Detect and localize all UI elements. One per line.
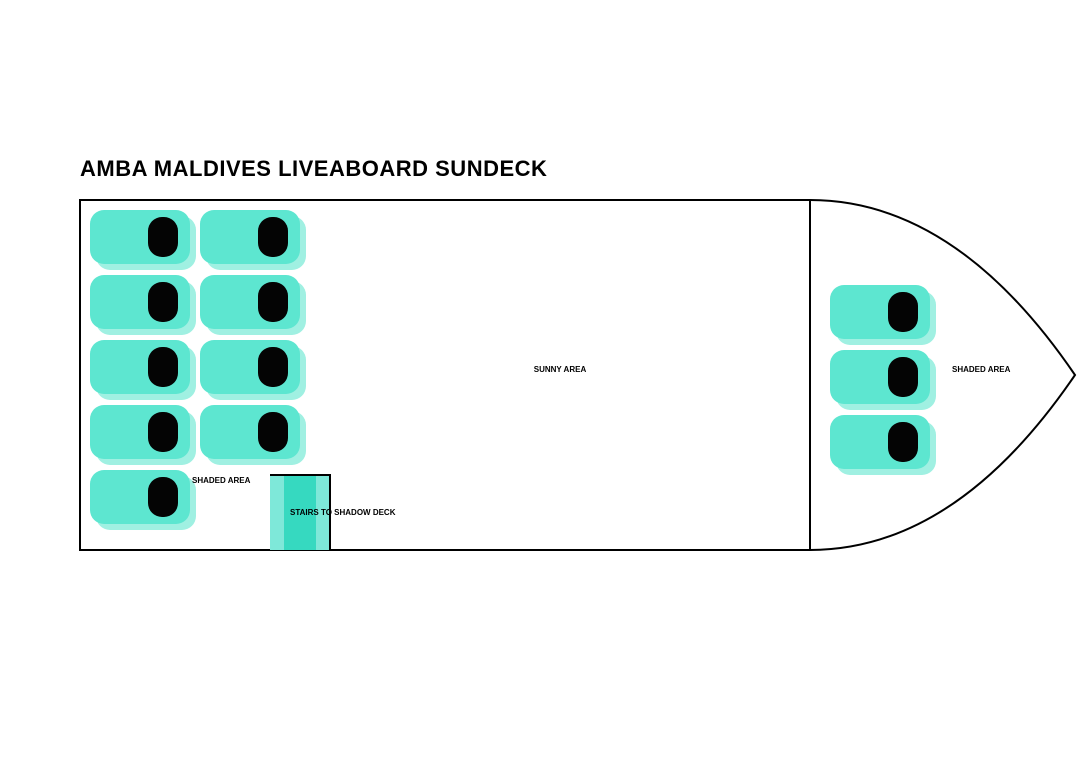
lounger-left-5 bbox=[200, 340, 306, 400]
lounger-left-1 bbox=[200, 210, 306, 270]
label-shaded2: SHADED AREA bbox=[952, 365, 1011, 374]
lounger-left-3 bbox=[200, 275, 306, 335]
lounger-left-8 bbox=[90, 470, 196, 530]
label-stairs: STAIRS TO SHADOW DECK bbox=[290, 508, 396, 517]
lounger-left-4 bbox=[90, 340, 196, 400]
deck-diagram: SUNNY AREA SHADED AREA STAIRS TO SHADOW DE… bbox=[0, 0, 1080, 763]
label-shaded1: SHADED AREA bbox=[192, 476, 251, 485]
lounger-left-6 bbox=[90, 405, 196, 465]
lounger-left-7 bbox=[200, 405, 306, 465]
lounger-right-1 bbox=[830, 350, 936, 410]
lounger-right-0 bbox=[830, 285, 936, 345]
lounger-right-2 bbox=[830, 415, 936, 475]
label-sunny: SUNNY AREA bbox=[534, 365, 587, 374]
lounger-left-2 bbox=[90, 275, 196, 335]
lounger-left-0 bbox=[90, 210, 196, 270]
